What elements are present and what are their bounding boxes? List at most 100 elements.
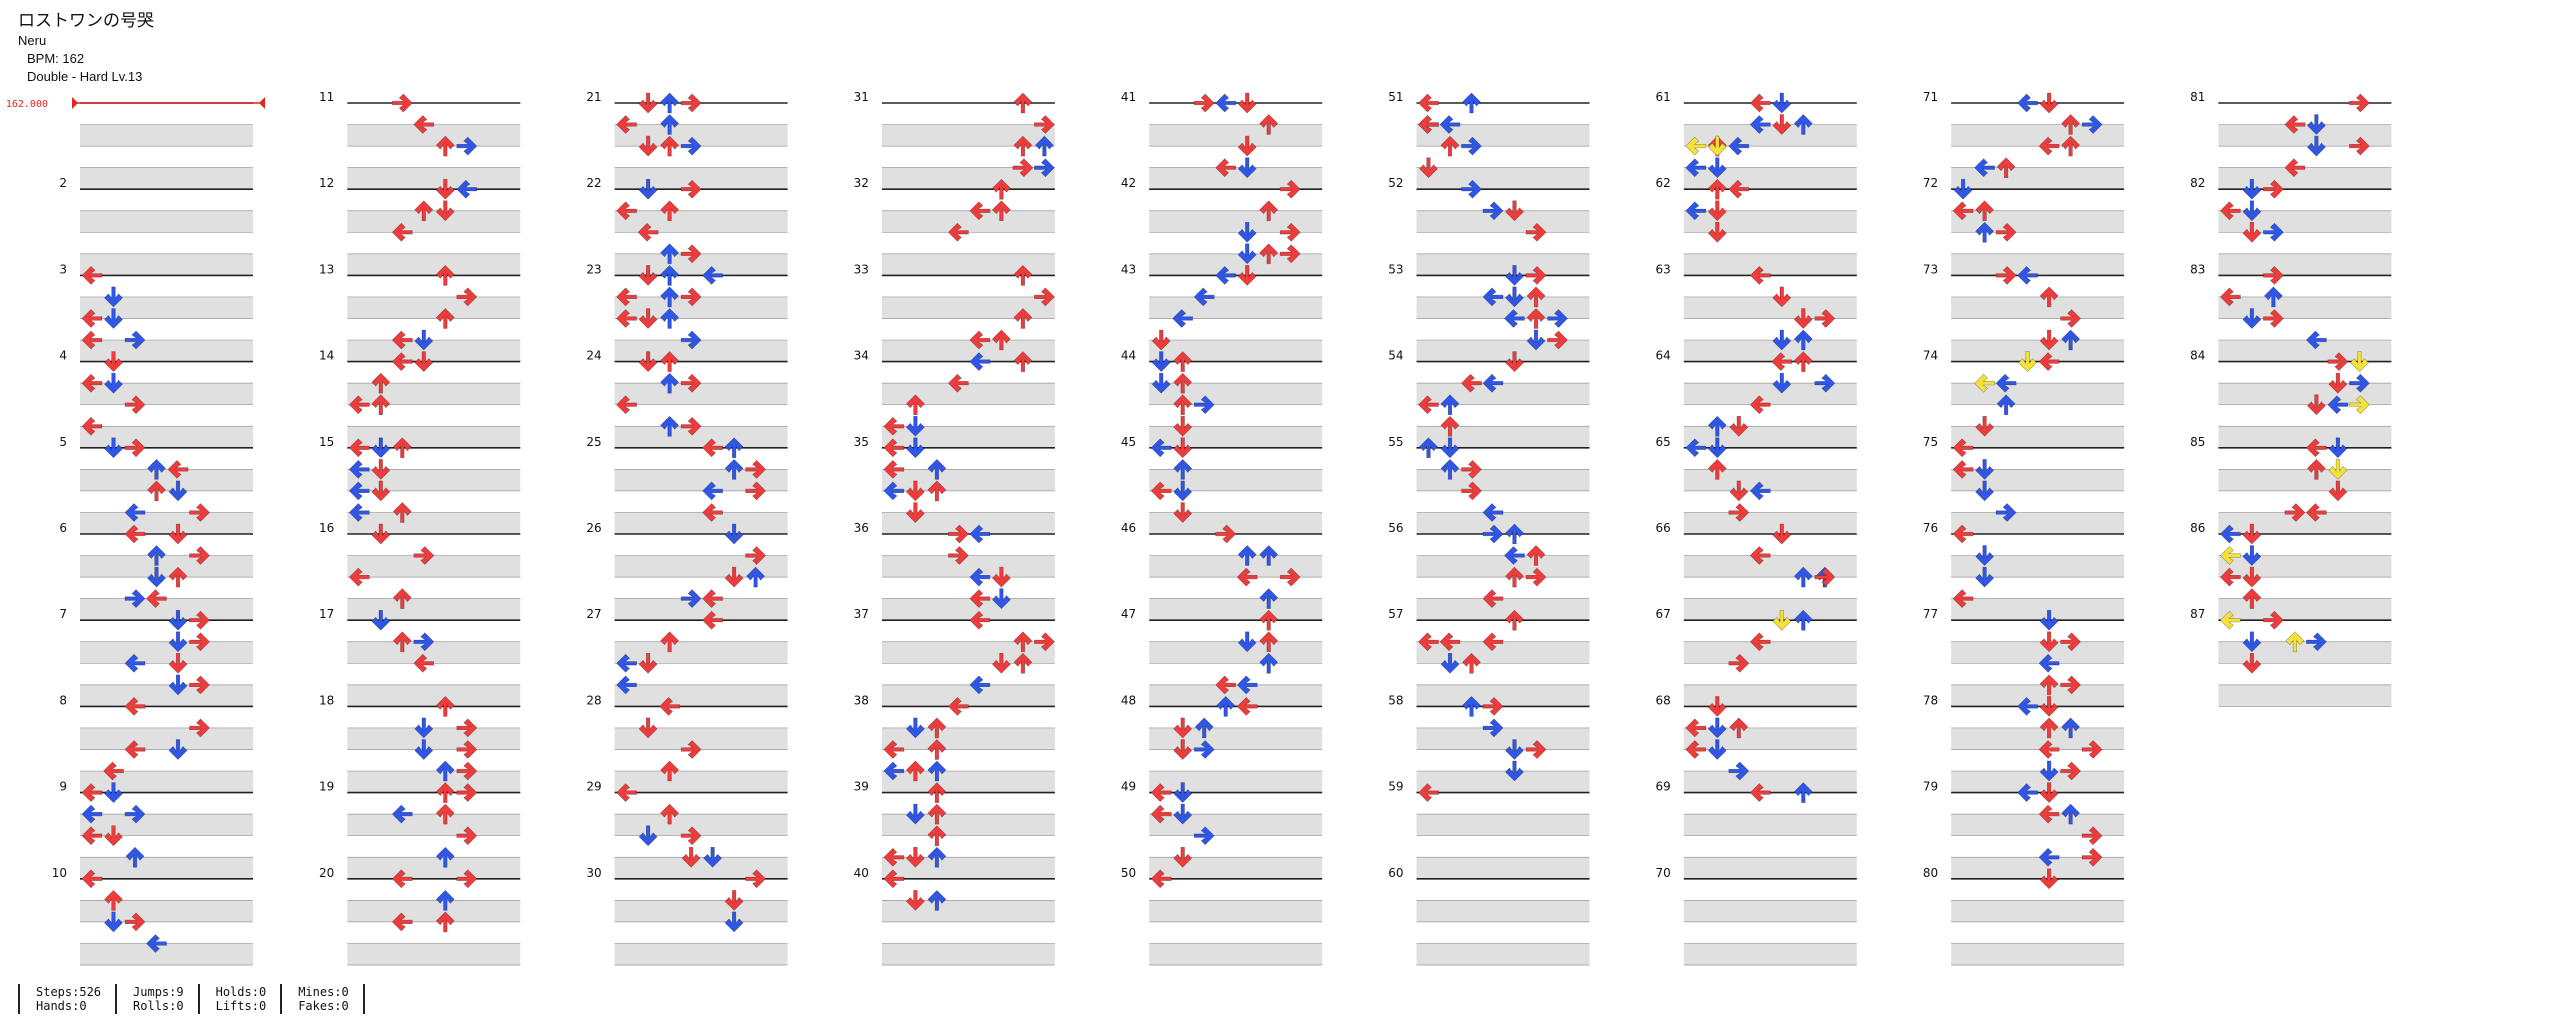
arrow-right-icon	[2263, 265, 2284, 285]
arrow-up-icon	[435, 889, 455, 911]
arrow-down-icon	[638, 351, 658, 373]
measure-26: 26	[586, 521, 788, 621]
arrow-left-icon	[2327, 395, 2349, 415]
arrow-down-icon	[724, 911, 744, 933]
measure-stripe	[1951, 814, 2125, 836]
measure-stripe	[881, 210, 1055, 233]
measure-27: 27	[586, 607, 788, 707]
measure-stripe	[1951, 771, 2125, 793]
measure-stripe	[2218, 598, 2392, 621]
arrow-left-icon	[702, 503, 723, 522]
measure-18: 18	[319, 693, 521, 793]
stat-jumps: Jumps:9	[133, 985, 184, 999]
arrow-up-icon	[1793, 114, 1813, 135]
arrow-down-icon	[2328, 372, 2348, 394]
arrow-down-icon	[2039, 868, 2059, 890]
arrow-up-icon	[2039, 717, 2059, 739]
measure-stripe	[1416, 210, 1590, 233]
arrow-down-icon	[991, 566, 1011, 588]
arrow-left-icon	[1439, 632, 1461, 652]
measure-stripe	[2218, 512, 2392, 534]
arrow-left-icon	[124, 653, 146, 673]
measure-number: 37	[854, 607, 869, 621]
arrow-left-icon	[947, 222, 969, 242]
arrow-right-icon	[1814, 373, 1836, 393]
arrow-up-icon	[927, 803, 947, 825]
arrow-down-icon	[905, 890, 925, 911]
arrow-down-icon	[2039, 760, 2059, 782]
arrow-left-icon	[1749, 115, 1771, 134]
arrow-down-icon	[1440, 652, 1460, 674]
measure-stripe	[1951, 641, 2125, 664]
arrow-down-icon	[168, 674, 188, 696]
measure-number: 50	[1121, 866, 1136, 880]
stat-group-holds: Holds:0 Lifts:0	[197, 984, 281, 1014]
arrow-down-icon	[638, 652, 658, 674]
measure-53: 53	[1388, 262, 1590, 362]
song-header: ロストワンの号哭 Neru BPM: 162 Double - Hard Lv.…	[18, 10, 154, 86]
arrow-up-icon	[1259, 631, 1279, 653]
measure-stripe	[1149, 296, 1323, 319]
measure-43: 43	[1121, 262, 1323, 362]
arrow-down-icon	[1237, 265, 1257, 286]
arrow-right-icon	[2349, 373, 2370, 393]
measure-number: 16	[319, 521, 334, 535]
arrow-left-icon	[1482, 632, 1504, 652]
measure-stripe	[1951, 469, 2125, 491]
arrow-left-icon	[883, 438, 905, 458]
arrow-right-icon	[456, 136, 478, 156]
measure-number: 6	[59, 521, 67, 535]
arrow-right-icon	[680, 179, 702, 199]
arrow-right-icon	[189, 718, 210, 738]
arrow-down-icon	[414, 351, 434, 373]
arrow-left-icon	[2219, 546, 2241, 565]
arrow-right-icon	[456, 826, 478, 846]
measure-number: 71	[1923, 90, 1938, 104]
arrow-right-icon	[189, 610, 210, 630]
arrow-right-icon	[413, 546, 435, 565]
arrow-down-icon	[104, 308, 123, 329]
measure-stripe	[1951, 900, 2125, 922]
arrow-right-icon	[1525, 265, 1547, 285]
measure-number: 23	[586, 262, 601, 276]
arrow-up-icon	[660, 372, 680, 394]
measure-stripe	[1683, 512, 1857, 534]
measure-number: 60	[1388, 866, 1403, 880]
arrow-right-icon	[2060, 309, 2082, 328]
arrow-left-icon	[81, 330, 103, 350]
measure-stripe	[347, 943, 521, 965]
measure-number: 26	[586, 521, 601, 535]
song-difficulty: Double - Hard Lv.13	[27, 69, 143, 84]
arrow-right-icon	[189, 632, 210, 652]
arrow-down-icon	[1173, 502, 1193, 523]
measure-number: 81	[2190, 90, 2205, 104]
measure-stripe	[1683, 727, 1857, 750]
arrow-right-icon	[456, 740, 478, 759]
arrow-left-icon	[391, 352, 413, 372]
measure-number: 59	[1388, 780, 1403, 794]
arrow-left-icon	[1749, 632, 1771, 652]
arrow-down-icon	[1772, 329, 1792, 351]
measure-number: 5	[59, 435, 67, 449]
arrow-down-icon	[2242, 523, 2262, 545]
arrow-right-icon	[745, 481, 767, 501]
arrow-right-icon	[1279, 222, 1301, 242]
arrow-up-icon	[1259, 652, 1279, 674]
arrow-left-icon	[391, 804, 413, 824]
measure-stripe	[1683, 210, 1857, 233]
arrow-right-icon	[1525, 222, 1547, 242]
arrow-up-icon	[147, 458, 166, 480]
arrow-right-icon	[1482, 696, 1504, 716]
measure-number: 80	[1923, 866, 1938, 880]
arrow-left-icon	[1685, 136, 1707, 156]
arrow-up-icon	[660, 264, 680, 286]
arrow-left-icon	[616, 675, 637, 695]
arrow-right-icon	[745, 869, 767, 889]
measure-40: 40	[854, 866, 1055, 966]
arrow-right-icon	[1279, 244, 1301, 264]
measure-stripe	[1149, 814, 1323, 836]
measure-74: 74	[1923, 349, 2125, 448]
arrow-right-icon	[391, 93, 413, 113]
arrow-down-icon	[1173, 717, 1193, 739]
measure-82: 82	[2190, 176, 2392, 276]
